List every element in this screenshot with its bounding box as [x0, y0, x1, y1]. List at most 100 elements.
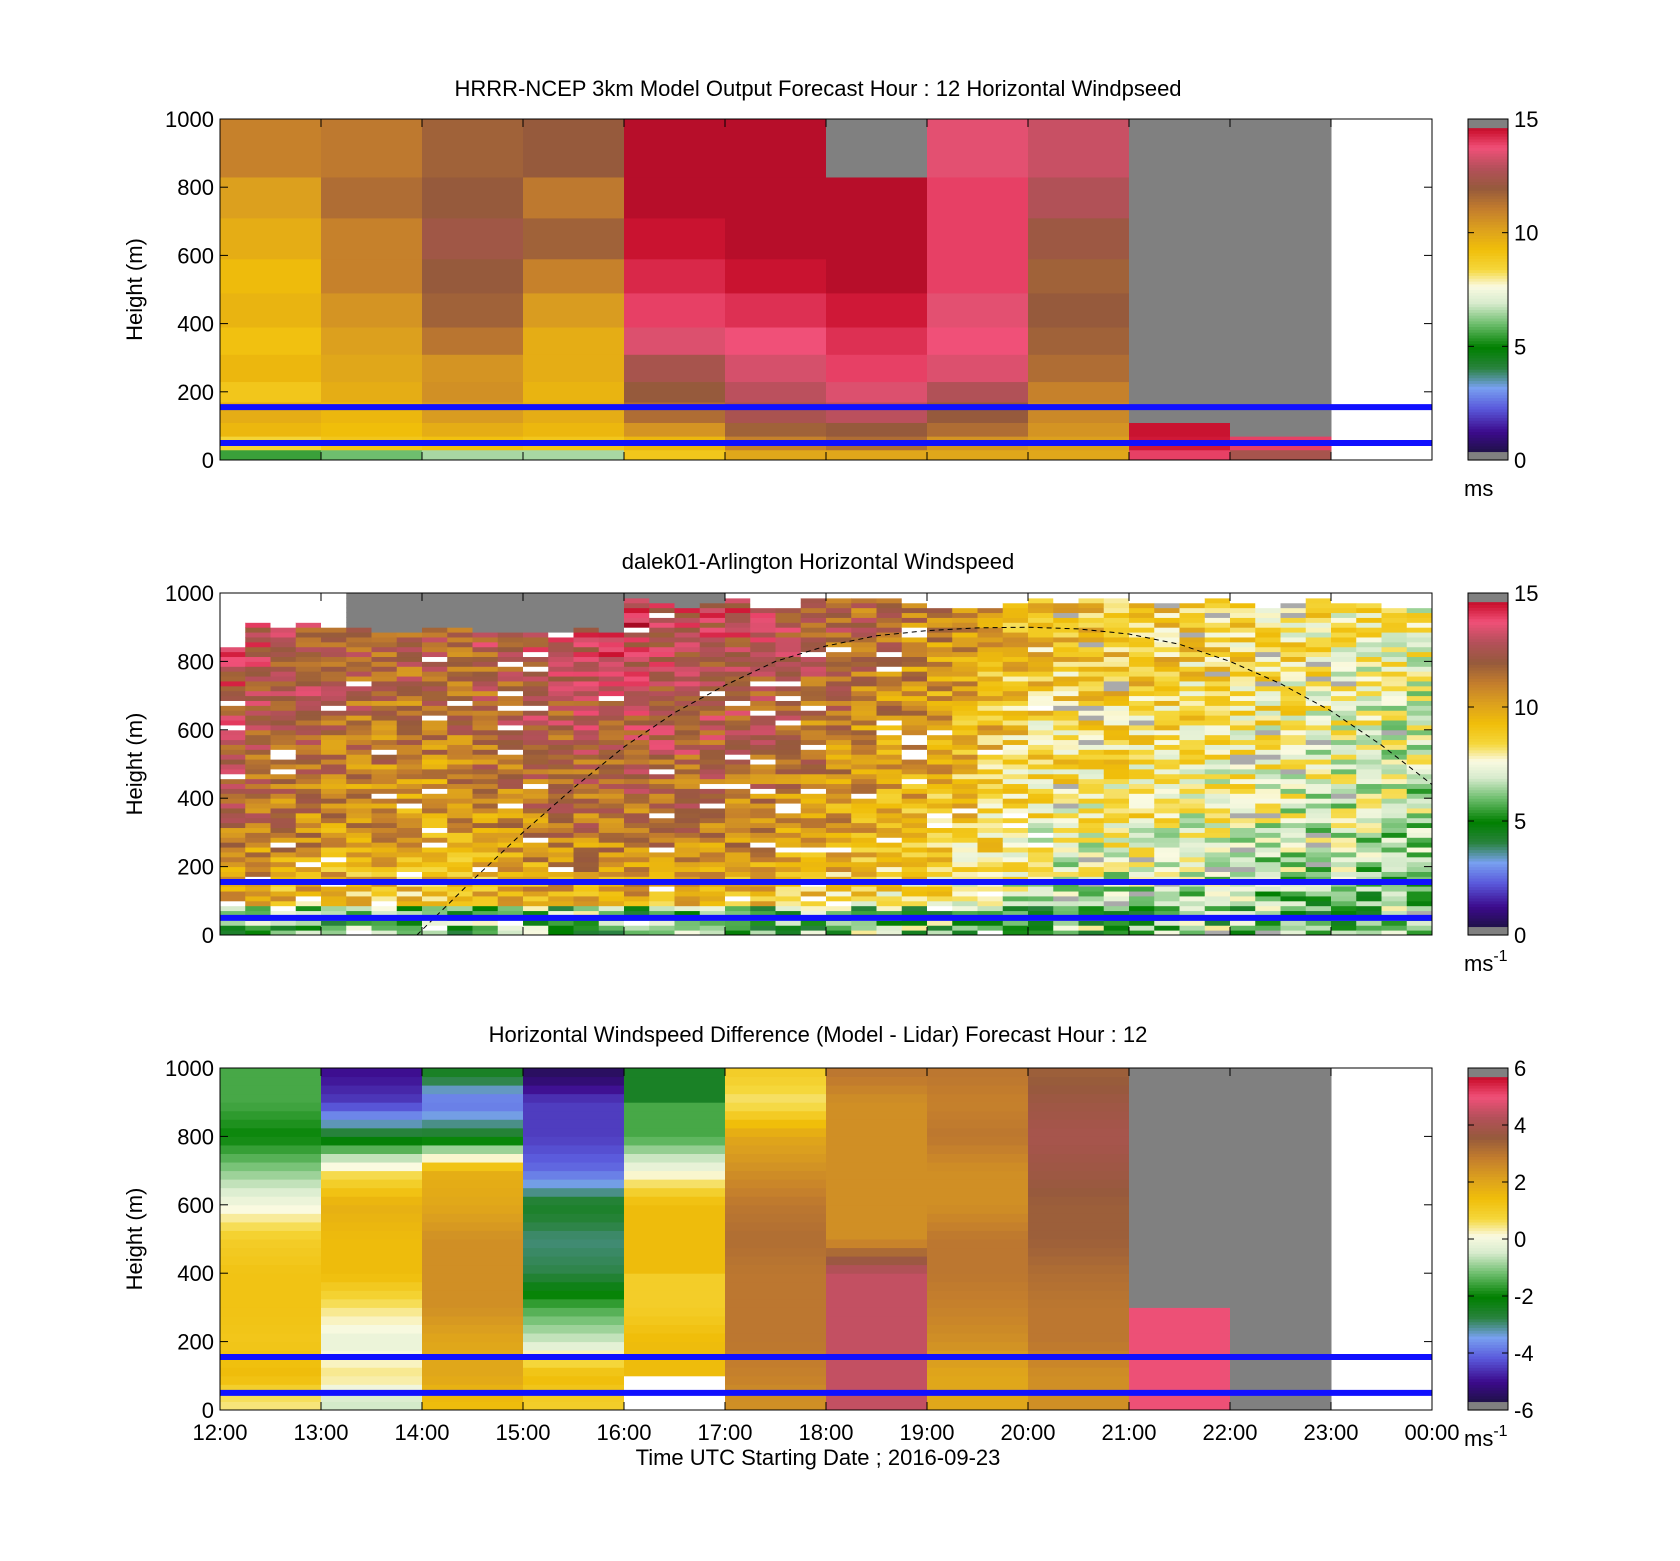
colorbar-step	[1468, 1144, 1508, 1149]
lidar-cell	[649, 622, 675, 628]
lidar-cell	[1204, 773, 1231, 780]
lidar-cell	[775, 764, 802, 770]
colorbar-step	[1468, 729, 1508, 734]
lidar-cell	[1002, 607, 1029, 614]
lidar-cell	[1002, 690, 1029, 697]
lidar-cell	[1230, 597, 1256, 604]
lidar-cell	[1129, 900, 1155, 907]
lidar-cell	[1103, 700, 1130, 706]
lidar-cell	[699, 768, 726, 775]
lidar-cell	[1078, 636, 1105, 643]
lidar-cell	[1103, 734, 1130, 741]
lidar-cell	[952, 685, 978, 692]
lidar-cell	[1305, 895, 1332, 902]
lidar-cell	[371, 788, 398, 794]
lidar-cell	[649, 671, 675, 677]
lidar-cell	[1356, 768, 1382, 775]
lidar-cell	[1255, 729, 1281, 736]
lidar-cell	[1356, 803, 1382, 809]
lidar-cell	[1078, 793, 1105, 799]
lidar-cell	[346, 695, 372, 701]
colorbar-step	[1468, 1276, 1508, 1280]
lidar-cell	[1255, 656, 1281, 662]
lidar-cell	[598, 891, 625, 897]
lidar-cell	[1381, 778, 1408, 785]
lidar-cell	[775, 690, 802, 697]
colorbar-step	[1468, 1099, 1508, 1103]
difference-cell	[1230, 1136, 1332, 1146]
lidar-cell	[1204, 920, 1231, 926]
colorbar-step	[1468, 184, 1508, 188]
lidar-cell	[1406, 710, 1433, 716]
lidar-cell	[422, 837, 448, 843]
lidar-cell	[1331, 622, 1357, 628]
lidar-cell	[1381, 705, 1408, 711]
lidar-cell	[1204, 744, 1231, 750]
y-tick-label: 800	[177, 1124, 214, 1149]
lidar-cell	[422, 842, 448, 848]
lidar-cell	[1331, 768, 1357, 775]
lidar-cell	[1381, 895, 1408, 902]
lidar-cell	[800, 661, 827, 667]
lidar-cell	[1230, 851, 1256, 858]
lidar-cell	[927, 695, 953, 701]
lidar-cell	[1129, 910, 1155, 916]
lidar-cell	[750, 744, 776, 750]
lidar-cell	[826, 690, 852, 697]
lidar-cell	[1154, 768, 1180, 775]
lidar-cell	[649, 861, 675, 868]
lidar-cell	[1381, 793, 1408, 799]
lidar-cell	[1028, 685, 1054, 692]
lidar-cell	[1331, 676, 1357, 682]
lidar-cell	[1179, 812, 1206, 819]
lidar-cell	[497, 597, 524, 604]
colorbar-step	[1468, 1133, 1508, 1137]
lidar-cell	[295, 676, 322, 682]
lidar-cell	[725, 832, 751, 838]
lidar-cell	[573, 754, 600, 760]
lidar-cell	[1381, 666, 1408, 672]
lidar-cell	[371, 632, 398, 638]
lidar-cell	[750, 636, 776, 643]
lidar-cell	[598, 895, 625, 902]
lidar-cell	[649, 832, 675, 838]
lidar-cell	[1230, 607, 1256, 614]
lidar-cell	[1154, 866, 1180, 872]
lidar-cell	[1078, 930, 1105, 936]
lidar-cell	[548, 671, 574, 677]
colorbar-tick-label: 0	[1514, 923, 1526, 948]
lidar-cell	[321, 930, 347, 936]
lidar-cell	[901, 695, 928, 701]
colorbar-step	[1468, 855, 1508, 859]
lidar-cell	[523, 759, 549, 765]
lidar-cell	[1331, 739, 1357, 745]
lidar-cell	[1179, 632, 1206, 638]
colorbar-step	[1468, 1085, 1508, 1089]
lidar-cell	[346, 739, 372, 745]
lidar-cell	[346, 764, 372, 770]
model-cells	[220, 119, 1332, 461]
lidar-cell	[699, 607, 726, 614]
lidar-cell	[1406, 807, 1433, 814]
difference-cell	[1230, 1221, 1332, 1231]
lidar-cell	[851, 690, 877, 697]
lidar-cell	[977, 666, 1004, 672]
difference-cell	[826, 1367, 928, 1377]
difference-cell	[1028, 1196, 1130, 1206]
difference-cell	[1129, 1136, 1231, 1146]
lidar-cell	[1305, 847, 1332, 853]
y-tick-label: 200	[177, 855, 214, 880]
lidar-cell	[649, 700, 675, 706]
difference-cell	[624, 1119, 726, 1129]
lidar-cell	[1230, 886, 1256, 892]
model-cell	[523, 119, 625, 178]
lidar-cell	[346, 930, 372, 936]
lidar-cell	[1179, 734, 1206, 741]
lidar-cell	[1053, 690, 1079, 697]
lidar-cell	[624, 812, 650, 819]
lidar-cell	[548, 930, 574, 936]
colorbar-step	[1468, 326, 1508, 330]
lidar-cell	[1053, 754, 1079, 760]
difference-cell	[1129, 1358, 1231, 1368]
